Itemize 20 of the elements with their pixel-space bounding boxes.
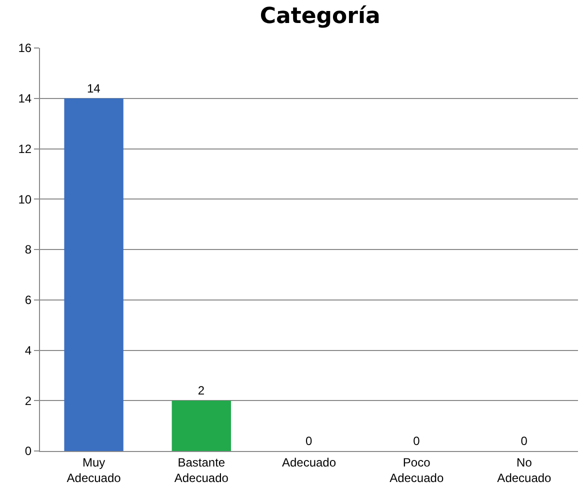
y-tick-label: 10 [18,192,32,206]
y-tick-label: 2 [24,394,32,408]
data-label: 2 [198,384,205,398]
y-tick-label: 0 [24,444,32,458]
y-tick-label: 12 [18,142,32,156]
x-tick-label: Muy Adecuado [66,455,122,485]
y-tick-label: 8 [24,242,32,257]
x-tick-label: Adecuado [282,455,336,470]
data-label: 0 [306,434,312,448]
y-tick-label: 14 [18,92,32,106]
x-tick-label: Bastante Adecuado [174,455,229,485]
y-tick-label: 4 [24,343,32,358]
x-tick-label: Poco Adecuado [390,455,444,485]
data-label: 14 [86,81,101,96]
x-tick-label: No Adecuado [497,455,552,485]
data-label: 0 [520,434,528,448]
chart-title: Categoría [260,4,380,29]
y-tick-label: 16 [18,41,32,56]
data-label: 0 [413,434,420,448]
y-tick-label: 6 [24,293,32,308]
